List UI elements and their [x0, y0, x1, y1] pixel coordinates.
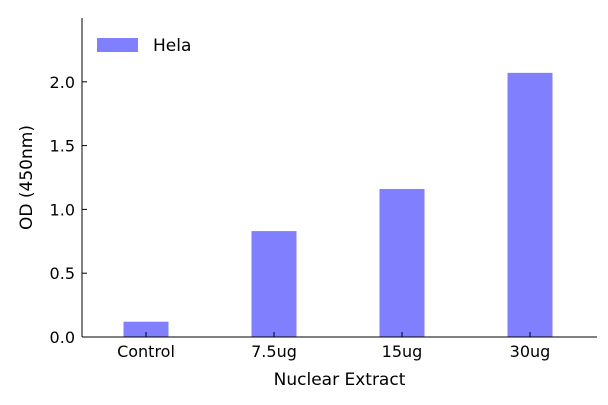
x-tick-label: 30ug [510, 342, 551, 361]
bar-30ug [507, 72, 553, 338]
bars [123, 72, 553, 338]
y-tick-label: 1.0 [50, 200, 75, 219]
x-axis-label: Nuclear Extract [274, 370, 406, 390]
legend-label-hela: Hela [153, 36, 191, 56]
y-tick-label: 1.5 [50, 137, 75, 156]
legend: Hela [97, 36, 191, 56]
legend-swatch [97, 38, 138, 52]
x-tick-label: Control [117, 342, 175, 361]
x-tick-label: 7.5ug [251, 342, 297, 361]
y-tick-label: 0.5 [50, 264, 75, 283]
y-tick-label: 2.0 [50, 73, 75, 92]
bar-7-5ug [251, 231, 297, 337]
y-axis-label: OD (450nm) [17, 125, 37, 230]
bar-control [123, 321, 169, 337]
bar-15ug [379, 188, 425, 337]
x-tick-label: 15ug [382, 342, 423, 361]
y-axis-ticks: 0.0 0.5 1.0 1.5 2.0 [50, 73, 87, 347]
y-tick-label: 0.0 [50, 328, 75, 347]
x-axis-ticks: Control 7.5ug 15ug 30ug [117, 332, 550, 361]
